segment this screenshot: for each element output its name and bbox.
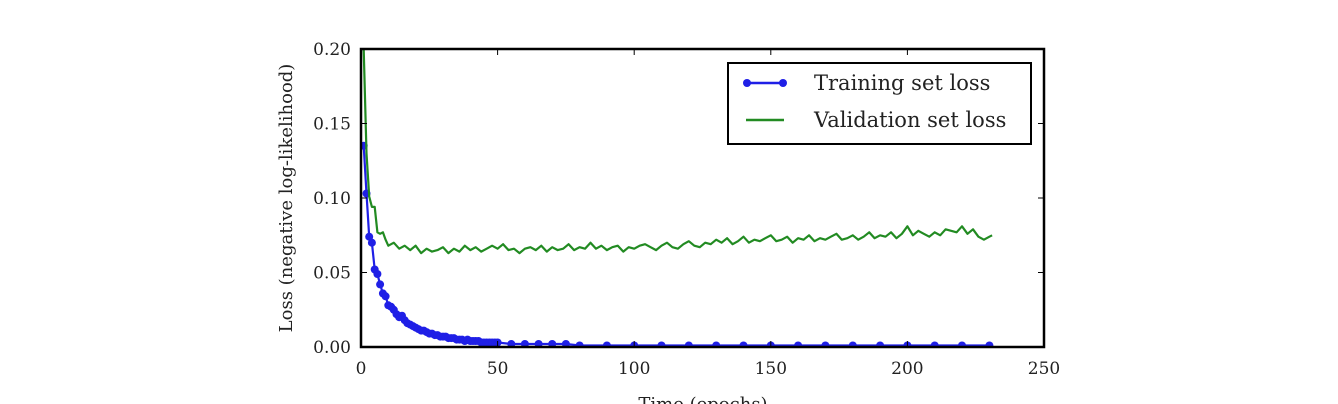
x-tick-label: 250 <box>1028 359 1060 379</box>
series-line-validation <box>362 49 993 255</box>
training-point <box>712 341 721 347</box>
training-point <box>575 341 584 347</box>
training-point <box>507 340 516 347</box>
training-point <box>367 238 376 247</box>
training-point <box>365 232 374 241</box>
training-point <box>561 340 570 347</box>
training-point <box>958 341 966 347</box>
y-tick-label: 0.05 <box>313 264 351 284</box>
legend: Training set loss Validation set loss <box>727 62 1032 145</box>
y-tick-label: 0.10 <box>313 189 351 209</box>
legend-training-marker-left <box>743 79 751 87</box>
x-tick-label: 0 <box>356 359 367 379</box>
training-point <box>381 292 390 301</box>
training-point <box>985 341 994 347</box>
y-axis-label: Loss (negative log-likelihood) <box>276 64 297 333</box>
legend-validation-label: Validation set loss <box>813 108 1006 132</box>
training-point <box>848 341 857 347</box>
training-point <box>657 341 666 347</box>
training-point <box>739 341 748 347</box>
legend-training-marker-right <box>779 79 787 87</box>
x-tick-label: 150 <box>755 359 787 379</box>
y-tick-label: 0.20 <box>313 40 351 60</box>
training-point <box>376 280 385 289</box>
y-tick-label: 0.15 <box>313 115 351 135</box>
x-tick-label: 50 <box>487 359 509 379</box>
x-tick-label: 100 <box>618 359 650 379</box>
y-tick-label: 0.00 <box>313 338 351 358</box>
x-tick-label: 200 <box>891 359 923 379</box>
training-point <box>548 340 557 347</box>
training-point <box>602 341 611 347</box>
training-point <box>684 341 693 347</box>
legend-box <box>727 62 1032 145</box>
training-point <box>794 341 803 347</box>
training-point <box>876 341 885 347</box>
training-point <box>930 341 939 347</box>
training-point <box>373 270 382 278</box>
training-point <box>534 340 543 347</box>
training-point <box>821 341 830 347</box>
series-line-training <box>362 145 990 347</box>
legend-training-label: Training set loss <box>814 71 990 95</box>
training-point <box>520 340 529 347</box>
x-axis-label: Time (epochs) <box>638 394 767 404</box>
